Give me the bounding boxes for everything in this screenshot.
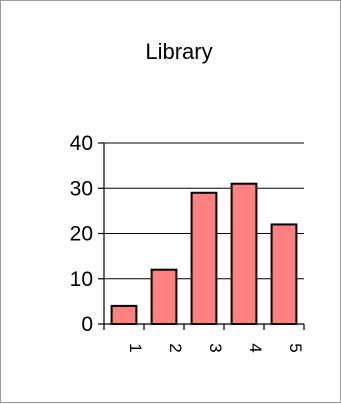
bar-layer bbox=[110, 182, 298, 326]
bar-4 bbox=[230, 182, 258, 325]
x-tick-labels: 1 2 3 4 5 bbox=[126, 343, 305, 352]
y-tick-label-20: 20 bbox=[70, 223, 93, 246]
y-tick-label-40: 40 bbox=[70, 132, 93, 155]
x-tick-label-4: 4 bbox=[246, 343, 265, 352]
bar-2 bbox=[150, 268, 178, 326]
y-tick-label-10: 10 bbox=[70, 268, 93, 291]
y-tick-labels: 0 10 20 30 40 bbox=[70, 132, 93, 336]
chart-title: Library bbox=[145, 39, 212, 64]
y-tick-label-0: 0 bbox=[81, 313, 93, 336]
bar-3 bbox=[190, 191, 218, 325]
bar-1 bbox=[110, 304, 138, 325]
x-tick-label-5: 5 bbox=[286, 343, 305, 352]
axis-layer bbox=[98, 142, 305, 330]
x-tick-label-3: 3 bbox=[206, 343, 225, 352]
x-tick-label-1: 1 bbox=[126, 343, 145, 352]
bar-5 bbox=[270, 223, 298, 325]
y-tick-label-30: 30 bbox=[70, 177, 93, 200]
x-tick-label-2: 2 bbox=[166, 343, 185, 352]
